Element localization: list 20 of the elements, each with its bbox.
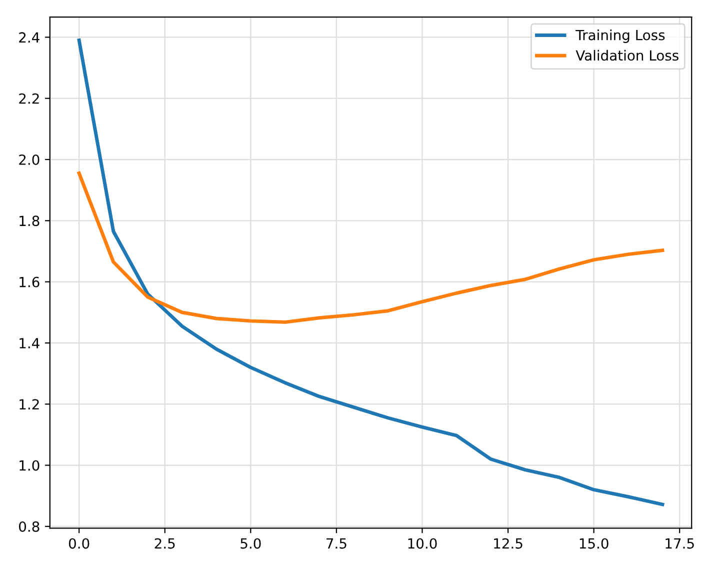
y-tick-label: 0.8	[19, 521, 40, 532]
legend-label: Validation Loss	[576, 50, 678, 61]
y-tick-label: 1.4	[20, 338, 40, 348]
y-tick-label: 2.0	[19, 154, 40, 165]
x-tick-label: 0.0	[68, 538, 90, 549]
y-tick-label: 2.4	[19, 32, 40, 42]
x-tick-label: 12.5	[494, 538, 522, 549]
x-tick-label: 7.5	[326, 538, 346, 549]
x-tick-label: 10.0	[408, 538, 437, 549]
y-tick-label: 1.0	[20, 460, 40, 471]
y-tick-label: 1.8	[20, 216, 40, 226]
y-tick-label: 1.2	[20, 399, 39, 410]
y-tick-label: 2.2	[19, 93, 39, 104]
x-tick-label: 15.0	[580, 538, 608, 549]
line-series	[77, 172, 664, 324]
x-tick-label: 2.5	[154, 538, 175, 549]
y-tick-label: 1.6	[20, 276, 40, 288]
x-tick-label: 5.0	[240, 538, 261, 549]
x-tick-label: 17.5	[666, 538, 694, 549]
legend-label: Training Loss	[576, 30, 665, 43]
